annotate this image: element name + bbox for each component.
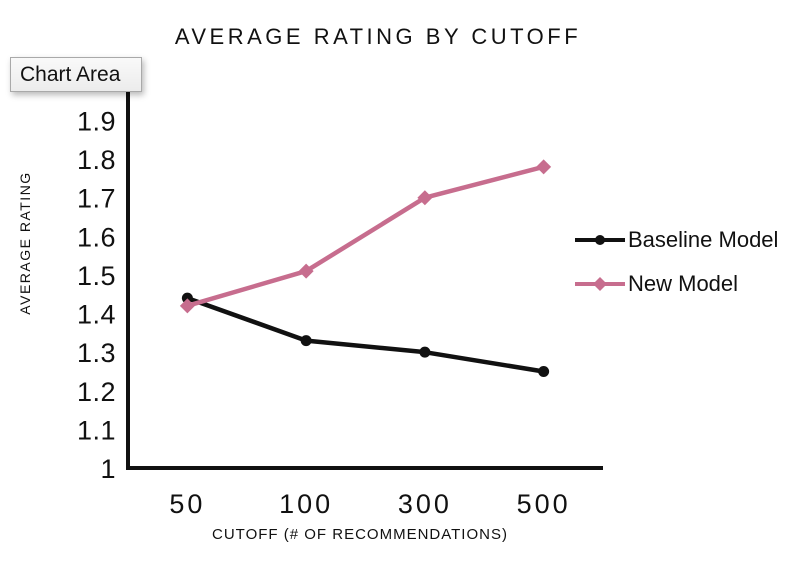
legend-marker-circle-icon [575, 235, 625, 245]
x-tick-label: 100 [279, 489, 333, 519]
series-new-model[interactable] [179, 159, 552, 314]
legend-label: New Model [628, 271, 739, 296]
legend-diamond-marker [593, 277, 607, 291]
y-tick-label: 1.9 [77, 107, 116, 137]
chart-title[interactable]: AVERAGE RATING BY CUTOFF [174, 24, 582, 49]
legend-label: Baseline Model [628, 227, 779, 252]
y-tick-label: 1.3 [77, 338, 116, 368]
y-tick-label: 1.4 [77, 300, 116, 330]
x-axis-title[interactable]: CUTOFF (# OF RECOMMENDATIONS) [212, 526, 508, 543]
data-point-marker[interactable] [536, 159, 552, 175]
y-tick-label: 1 [100, 454, 116, 484]
legend-item-baseline-model[interactable]: Baseline Model [575, 225, 778, 255]
x-tick-label: 300 [398, 489, 452, 519]
legend-marker-diamond-icon [575, 277, 625, 291]
y-tick-label: 1.1 [77, 415, 116, 445]
y-tick-label: 1.2 [77, 377, 116, 407]
y-tick-label: 1.6 [77, 222, 116, 252]
data-point-marker[interactable] [417, 190, 433, 206]
series-line[interactable] [185, 164, 546, 309]
y-tick-label: 1.8 [77, 145, 116, 175]
series-line[interactable] [185, 295, 546, 374]
legend-item-new-model[interactable]: New Model [575, 269, 778, 299]
chart-area-tooltip: Chart Area [10, 57, 142, 92]
x-tick-label: 50 [169, 489, 205, 519]
legend[interactable]: Baseline Model New Model [575, 225, 778, 299]
series-baseline-model[interactable] [181, 292, 550, 377]
y-tick-label: 1.7 [77, 184, 116, 214]
y-axis-title[interactable]: AVERAGE RATING [17, 171, 33, 315]
chart-area-tooltip-label: Chart Area [20, 62, 121, 86]
data-point-marker[interactable] [181, 292, 193, 304]
data-point-marker[interactable] [179, 298, 195, 314]
data-point-marker[interactable] [300, 335, 312, 347]
data-point-marker[interactable] [419, 346, 431, 358]
data-point-marker[interactable] [538, 365, 550, 377]
data-point-marker[interactable] [298, 263, 314, 279]
legend-circle-marker [595, 235, 605, 245]
x-tick-label: 500 [517, 489, 571, 519]
y-tick-label: 1.5 [77, 261, 116, 291]
